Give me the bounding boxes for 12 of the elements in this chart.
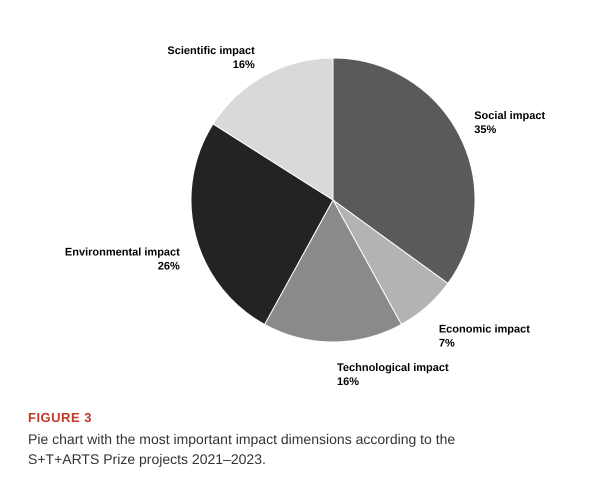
- slice-label: Technological impact: [337, 362, 449, 374]
- slice-label: Economic impact: [438, 324, 530, 336]
- slice-label: Social impact: [474, 110, 546, 122]
- data-label: 16%: [337, 376, 360, 388]
- data-label: 26%: [158, 260, 180, 272]
- data-label: 7%: [438, 338, 455, 350]
- data-label: 35%: [474, 124, 496, 136]
- slice-label: Scientific impact: [167, 45, 256, 58]
- caption: FIGURE 3: [28, 410, 93, 425]
- slice-label: Environmental impact: [64, 246, 180, 258]
- data-label: 16%: [232, 59, 256, 72]
- text: Pie chart with the most important impact dimensions according to the S+T+ARTS Prize projects 2021–2023.: [28, 430, 456, 469]
